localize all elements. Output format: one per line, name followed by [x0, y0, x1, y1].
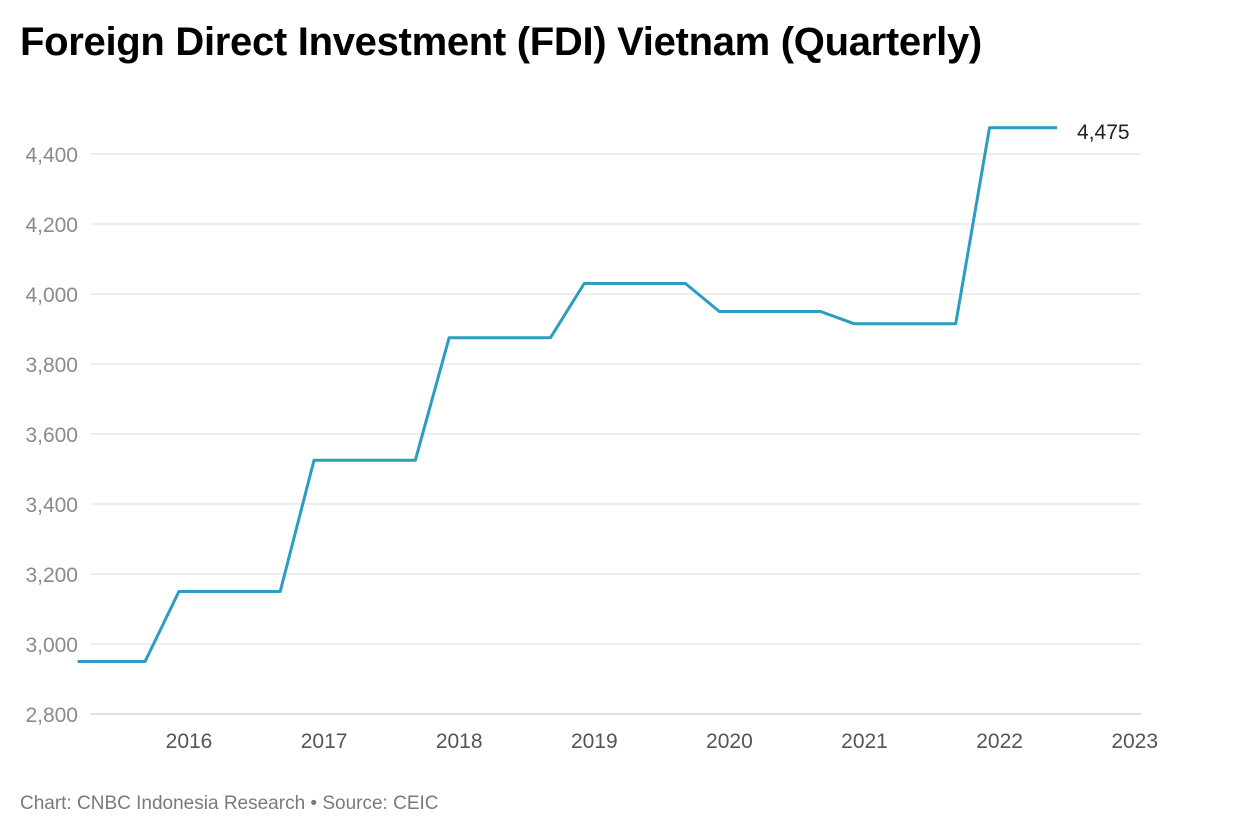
y-tick-label: 2,800: [25, 704, 78, 727]
gridlines: [90, 153, 1141, 715]
y-tick-label: 4,400: [25, 144, 78, 167]
x-axis-ticks: 2016 2017 2018 2019 2020 2021 2022 2023: [166, 730, 1158, 753]
x-tick-label: 2022: [976, 730, 1023, 753]
y-axis-ticks: 2,800 3,000 3,200 3,400 3,600 3,800 4,000 4,200…: [25, 144, 78, 727]
end-value-label: 4,475: [1077, 121, 1130, 144]
y-tick-label: 3,000: [25, 634, 78, 657]
x-tick-label: 2023: [1111, 730, 1158, 753]
x-tick-label: 2020: [706, 730, 753, 753]
x-tick-label: 2016: [166, 730, 213, 753]
y-tick-label: 4,000: [25, 284, 78, 307]
y-tick-label: 3,600: [25, 424, 78, 447]
x-tick-label: 2017: [301, 730, 348, 753]
x-tick-label: 2019: [571, 730, 618, 753]
y-tick-label: 3,200: [25, 564, 78, 587]
y-tick-label: 3,400: [25, 494, 78, 517]
chart-title: Foreign Direct Investment (FDI) Vietnam …: [20, 20, 982, 64]
x-tick-label: 2018: [436, 730, 483, 753]
chart-source-footer: Chart: CNBC Indonesia Research • Source:…: [20, 793, 439, 814]
x-tick-label: 2021: [841, 730, 888, 753]
series-line: [77, 126, 1057, 663]
y-tick-label: 3,800: [25, 354, 78, 377]
y-tick-label: 4,200: [25, 214, 78, 237]
